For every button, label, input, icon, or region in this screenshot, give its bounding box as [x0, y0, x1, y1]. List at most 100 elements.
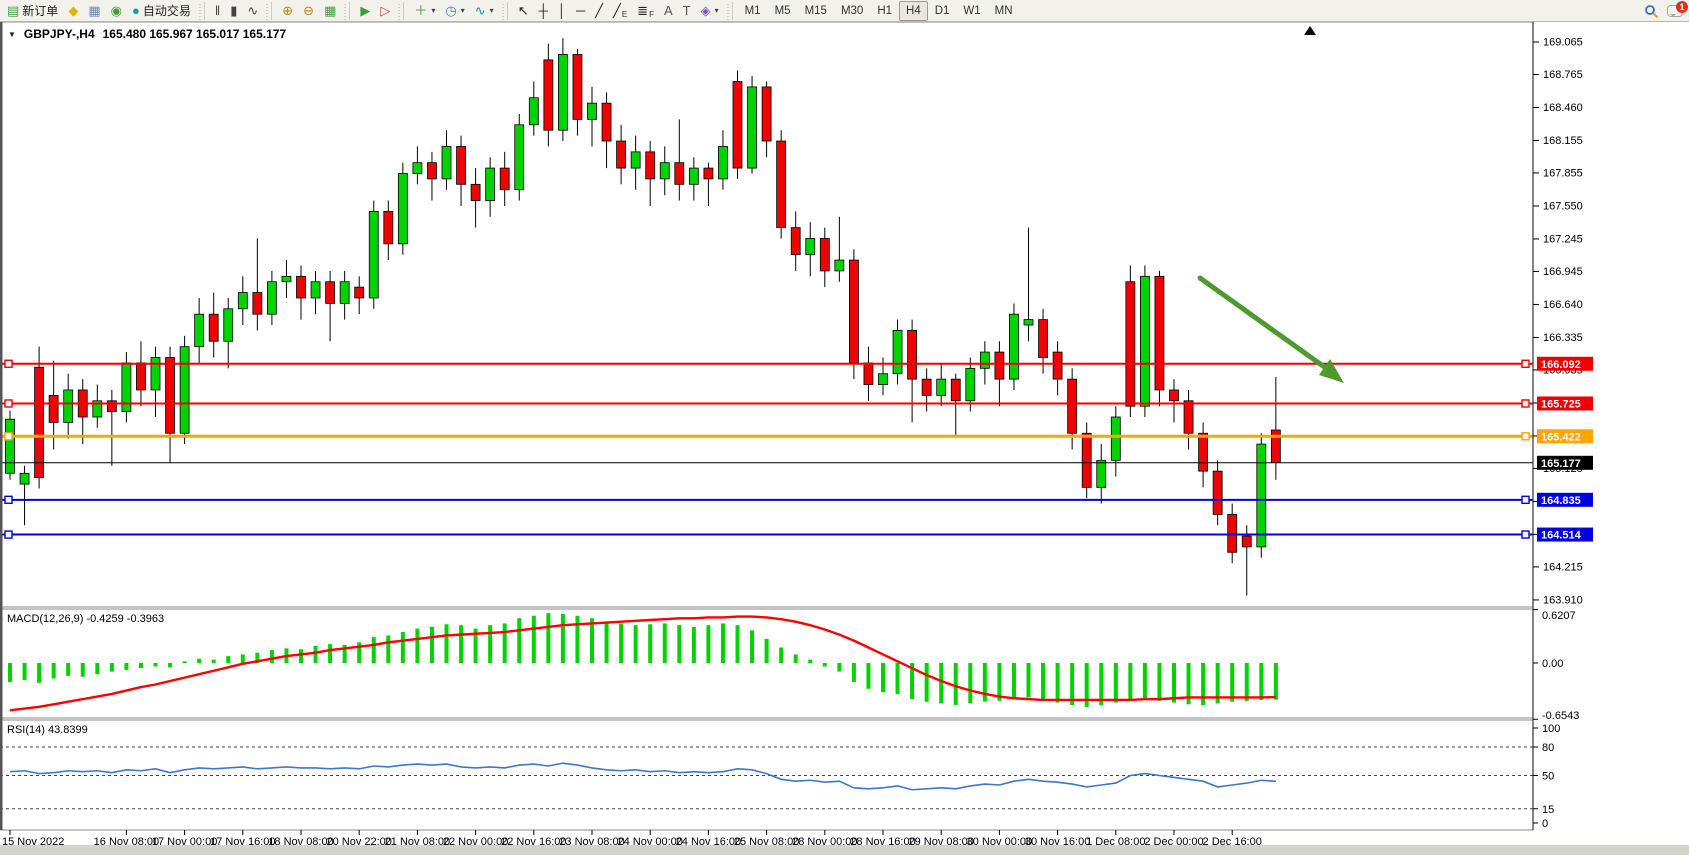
trendline-button[interactable]: ╱: [590, 1, 608, 21]
auto-scroll-button[interactable]: ▶: [355, 1, 375, 21]
hline-left-handle[interactable]: [4, 530, 13, 539]
news-button[interactable]: ◉: [106, 1, 127, 21]
timeframe-w1-button[interactable]: W1: [963, 4, 981, 17]
tile-windows-button[interactable]: ▦: [319, 1, 341, 21]
chart-shift-marker[interactable]: [1304, 26, 1316, 35]
time-axis-label: 22 Nov 16:00: [501, 836, 566, 848]
chart-symbol-label: GBPJPY-,H4: [23, 27, 95, 41]
chat-notifications-button[interactable]: 1: [1667, 1, 1688, 17]
candlestick: [979, 351, 990, 369]
candlestick: [616, 140, 626, 169]
candlestick: [950, 378, 961, 402]
bar-chart-button[interactable]: ‖: [210, 1, 225, 21]
indicators-button[interactable]: ∿ ▾: [470, 1, 499, 21]
main-toolbar: ▤ 新订单 ◆ ▦ ◉ ● 自动交易 ‖ ▮ ∿ ⊕ ⊖ ▦ ▶ ▷ ＋ ▾ ◷ ▾ ∿ ▾ ↖ ┼ │ ─ ╱ ╱ E ≣ F A T ◈ ▾ M…: [0, 0, 1689, 22]
timeframe-m5-button[interactable]: M5: [774, 4, 791, 17]
hline-left-handle[interactable]: [4, 399, 13, 408]
zoom-in-button[interactable]: ⊕: [277, 1, 298, 21]
label-icon: T: [682, 3, 691, 18]
chevron-down-icon[interactable]: ▾: [431, 6, 436, 15]
search-icon[interactable]: [1644, 4, 1659, 19]
hline-right-handle[interactable]: [1521, 359, 1530, 368]
time-axis-label: 20 Nov 22:00: [326, 836, 391, 848]
candlestick: [834, 259, 845, 272]
candlestick: [354, 286, 365, 299]
candlestick: [456, 146, 466, 185]
indicators-icon: ∿: [474, 3, 486, 18]
chevron-down-icon[interactable]: ▾: [489, 6, 494, 15]
fibonacci-icon: ≣: [637, 3, 649, 18]
chart-canvas[interactable]: 169.065 168.765 168.460 168.155 167.855 167.5…: [0, 21, 1689, 855]
candlestick: [92, 400, 103, 418]
candlestick: [106, 400, 117, 413]
time-axis-label: 25 Nov 08:00: [734, 836, 799, 848]
hline-right-handle[interactable]: [1521, 432, 1530, 441]
text-button[interactable]: A: [659, 1, 678, 21]
vertical-line-icon: │: [557, 3, 566, 18]
timeframe-m1-button[interactable]: M1: [744, 4, 761, 17]
candlestick: [965, 367, 976, 402]
line-chart-button[interactable]: ∿: [242, 1, 263, 21]
zoom-out-button[interactable]: ⊖: [298, 1, 319, 21]
crosshair-icon: ┼: [538, 3, 548, 18]
vertical-line-button[interactable]: │: [553, 1, 571, 21]
autotrading-button[interactable]: ● 自动交易: [127, 1, 196, 21]
timeframe-m15-button[interactable]: M15: [804, 4, 827, 17]
price-line-axis-label: 165.725: [1541, 398, 1581, 410]
candlestick: [805, 238, 816, 256]
bottom-scroll-strip[interactable]: [0, 845, 1689, 855]
terminal-button[interactable]: ▦: [83, 1, 105, 21]
price-line-axis-label-bg: [1537, 527, 1593, 542]
toolbar-separator: [265, 1, 273, 20]
cursor-button[interactable]: ↖: [513, 1, 534, 21]
candlestick-button[interactable]: ▮: [225, 1, 242, 21]
toolbar-separator: [725, 1, 733, 20]
chevron-down-icon[interactable]: ▾: [460, 6, 465, 15]
sound-button[interactable]: ◆: [63, 1, 83, 21]
terminal-icon: ▦: [88, 3, 101, 18]
hline-right-handle[interactable]: [1521, 399, 1530, 408]
hline-right-handle[interactable]: [1521, 530, 1530, 539]
chart-shift-button[interactable]: ▷: [375, 1, 395, 21]
timeframe-mn-button[interactable]: MN: [994, 4, 1013, 17]
candlestick: [1081, 432, 1092, 488]
candlestick: [1110, 416, 1121, 461]
new-chart-button[interactable]: ＋ ▾: [409, 1, 440, 21]
price-line-axis-label-bg: [1537, 492, 1593, 507]
rsi-axis-label: 100: [1542, 723, 1560, 735]
trend-arrow-annotation[interactable]: [1197, 275, 1333, 374]
crosshair-button[interactable]: ┼: [534, 1, 553, 21]
hline-right-handle[interactable]: [1521, 495, 1530, 505]
label-button[interactable]: T: [678, 1, 696, 21]
horizontal-line-button[interactable]: ─: [571, 1, 590, 21]
timeframe-h1-button[interactable]: H1: [877, 4, 893, 17]
time-axis-label: 24 Nov 00:00: [617, 836, 682, 848]
chart-shift-icon: ▷: [380, 3, 391, 18]
timeframe-d1-button[interactable]: D1: [934, 4, 950, 17]
new-order-button[interactable]: ▤ 新订单: [2, 1, 63, 21]
timeframe-h4-button[interactable]: H4: [899, 0, 928, 21]
candlestick: [485, 167, 496, 201]
channel-button[interactable]: ╱ E: [608, 1, 632, 21]
timeframe-m30-button[interactable]: M30: [840, 4, 864, 17]
chart-title-collapse-icon[interactable]: ▼: [8, 29, 16, 39]
chevron-down-icon[interactable]: ▾: [714, 6, 719, 15]
candlestick: [921, 378, 932, 396]
time-axis-label: 22 Nov 00:00: [443, 836, 508, 848]
candlestick: [659, 162, 670, 180]
candlestick: [1052, 351, 1063, 380]
candlestick: [1227, 514, 1238, 553]
profiles-button[interactable]: ◷ ▾: [440, 1, 469, 21]
candlestick: [150, 357, 161, 391]
candlestick: [514, 124, 525, 191]
hline-left-handle[interactable]: [4, 495, 13, 505]
toolbar-right-area: 1: [1644, 0, 1688, 22]
hline-left-handle[interactable]: [4, 432, 13, 441]
price-axis-tick-label: 167.245: [1543, 233, 1583, 245]
candlestick: [368, 210, 379, 299]
fibonacci-button[interactable]: ≣ F: [632, 1, 659, 21]
shapes-button[interactable]: ◈ ▾: [696, 1, 724, 21]
hline-left-handle[interactable]: [4, 359, 13, 368]
price-axis-tick-label: 166.945: [1543, 266, 1583, 278]
price-line-axis-label: 165.177: [1541, 458, 1581, 470]
